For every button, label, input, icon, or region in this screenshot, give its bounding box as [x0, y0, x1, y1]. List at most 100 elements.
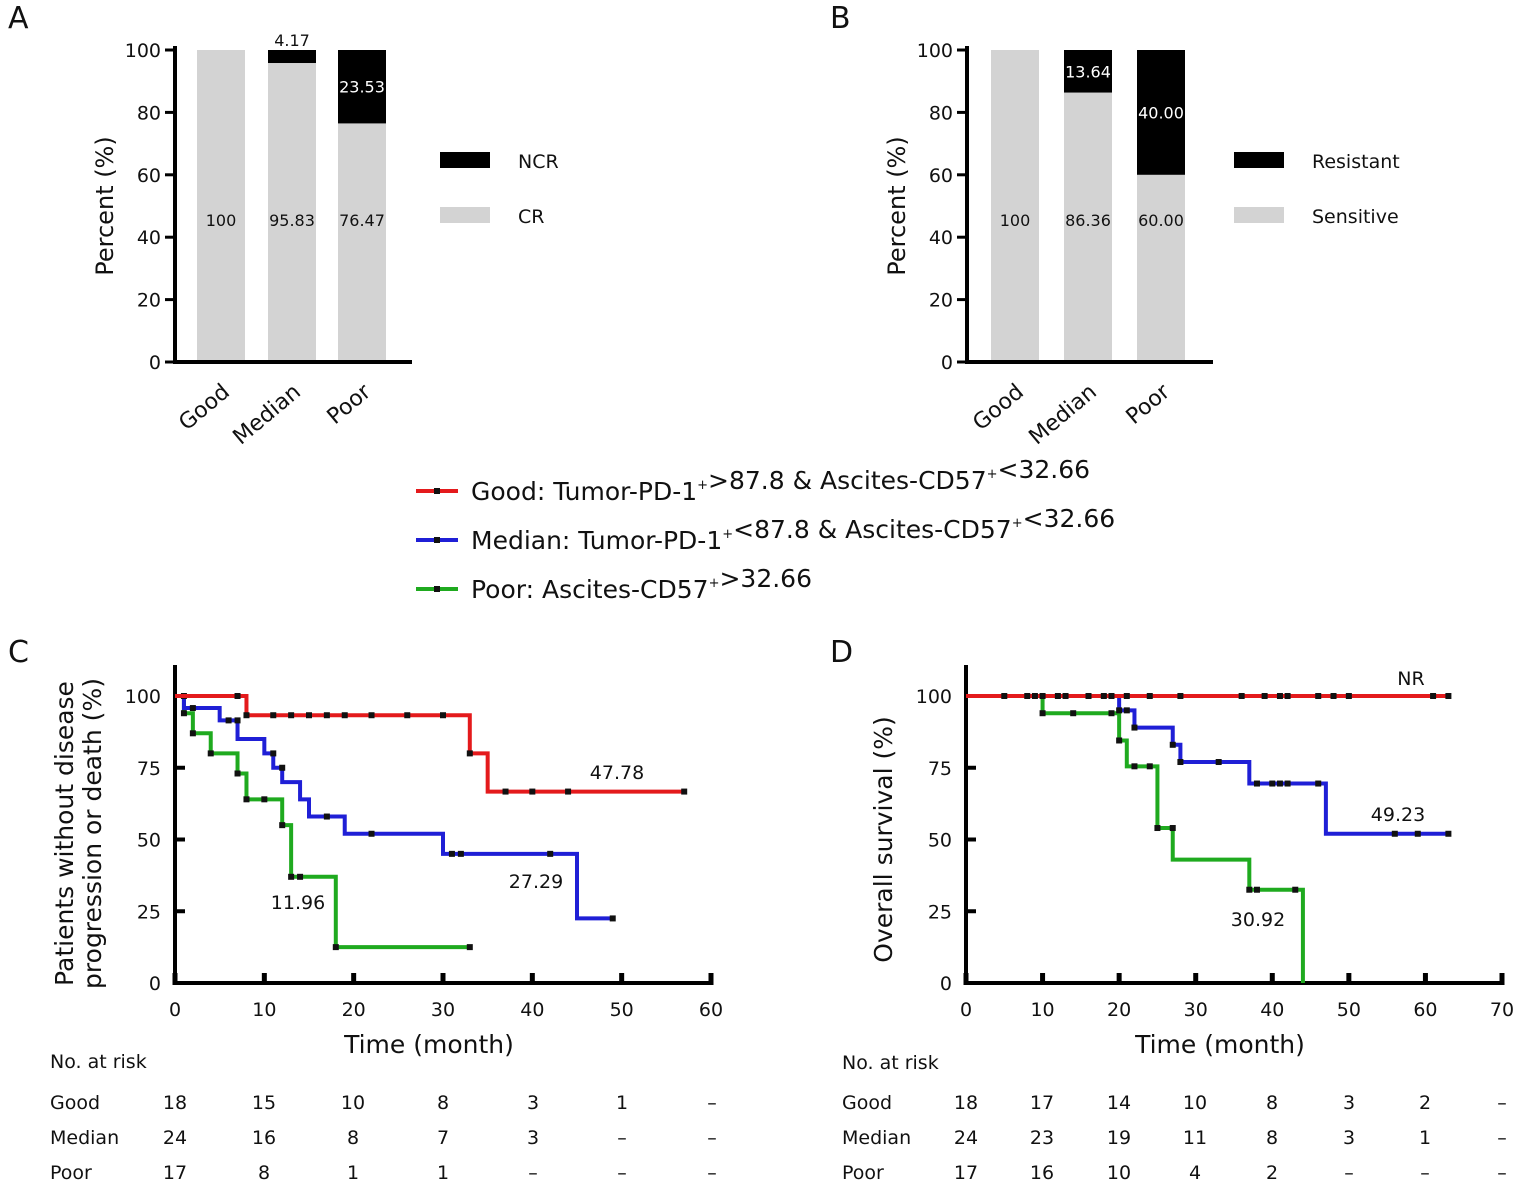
censor-mark-poor — [279, 822, 286, 829]
censor-mark-good — [1062, 693, 1069, 699]
censor-mark-median — [1414, 830, 1421, 837]
data-label-resistant-median: 13.64 — [1065, 62, 1111, 81]
risk-table-cell-poor: 8 — [258, 1162, 270, 1181]
risk-table-cell-good: 8 — [1266, 1092, 1278, 1114]
risk-table-cell-poor: – — [1420, 1162, 1430, 1181]
censor-mark-poor — [261, 796, 268, 803]
data-label-cr-good: 100 — [206, 211, 237, 230]
censor-mark-poor — [1154, 825, 1161, 832]
censor-mark-good — [1031, 693, 1038, 699]
bar-cr-poor — [338, 123, 386, 362]
censor-mark-poor — [1108, 710, 1115, 717]
risk-table-label-good: Good — [50, 1092, 100, 1114]
y-axis-label: Percent (%) — [91, 136, 119, 275]
y-tick-label: 0 — [941, 352, 953, 374]
censor-mark-poor — [234, 770, 241, 777]
y-tick-label: 80 — [929, 102, 953, 124]
censor-mark-good — [404, 712, 411, 719]
risk-table-cell-good: 14 — [1107, 1092, 1131, 1114]
risk-table-cell-good: 15 — [252, 1092, 276, 1114]
risk-table-cell-median: 3 — [1343, 1127, 1355, 1149]
legend-label-sensitive: Sensitive — [1312, 206, 1399, 228]
censor-mark-median — [1391, 830, 1398, 837]
x-axis-label: Time (month) — [1134, 1030, 1305, 1059]
risk-table-cell-median: 23 — [1030, 1127, 1054, 1149]
x-tick-label-60: 60 — [1413, 999, 1437, 1021]
x-tick-label-70: 70 — [1490, 999, 1514, 1021]
bar-chart-b: 100 Good 86.36 13.64 Median 60.00 40.00 Poor 0 20… — [883, 40, 1400, 450]
censor-mark-poor — [1146, 763, 1153, 770]
censor-mark-median — [547, 850, 554, 857]
legend-text: >32.66 — [719, 564, 812, 593]
risk-table-cell-good: 1 — [616, 1092, 628, 1114]
bar-chart-a: 100 Good 95.83 4.17 Median 76.47 23.53 Poor 0 20 4… — [91, 31, 559, 450]
censor-mark-median — [1276, 780, 1283, 787]
legend-swatch-resistant — [1234, 152, 1284, 168]
data-label-ncr-median: 4.17 — [274, 31, 310, 50]
x-axis-label: Time (month) — [343, 1030, 514, 1059]
censor-mark-poor — [1131, 763, 1138, 770]
censor-mark-median — [234, 717, 241, 724]
censor-mark-good — [288, 712, 295, 719]
risk-table-cell-median: 7 — [437, 1127, 449, 1149]
censor-mark-poor — [1116, 737, 1123, 744]
censor-mark-poor — [297, 873, 304, 880]
group-legend: Good: Tumor-PD-1+>87.8 & Ascites-CD57+<3… — [416, 455, 1115, 604]
y-tick-label-100: 100 — [916, 686, 952, 708]
censor-mark-poor — [288, 873, 295, 880]
km-chart-d: 0 10 20 30 40 50 60 70 0 25 50 75 100 Time (month) Ove… — [842, 665, 1514, 1181]
x-tick-label-10: 10 — [1030, 999, 1054, 1021]
censor-mark-good — [1330, 693, 1337, 699]
risk-table-cell-median: 19 — [1107, 1127, 1131, 1149]
bar-resistant-median — [1064, 50, 1112, 93]
censor-mark-good — [1085, 693, 1092, 699]
y-tick-label: 20 — [137, 290, 161, 312]
data-label-resistant-poor: 40.00 — [1138, 103, 1184, 122]
censor-mark-good — [323, 712, 330, 719]
median-label-poor: 11.96 — [271, 892, 325, 914]
censor-mark-good — [234, 693, 241, 699]
legend-text: Median: Tumor-PD-1 — [471, 526, 722, 555]
x-tick-label-30: 30 — [1184, 999, 1208, 1021]
y-tick-label: 60 — [929, 165, 953, 187]
legend-text: Good: Tumor-PD-1 — [471, 477, 697, 506]
risk-table-cell-good: 3 — [527, 1092, 539, 1114]
risk-table-cell-poor: 10 — [1107, 1162, 1131, 1181]
y-tick-label: 80 — [137, 102, 161, 124]
x-tick-label-0: 0 — [169, 999, 181, 1021]
bar-sensitive-poor — [1137, 174, 1185, 362]
censor-mark-good — [270, 712, 277, 719]
median-label-good: NR — [1397, 668, 1424, 690]
x-tick-label-40: 40 — [520, 999, 544, 1021]
censor-mark-median — [1116, 707, 1123, 714]
risk-table-cell-median: – — [1497, 1127, 1507, 1149]
km-line-median — [175, 694, 613, 921]
data-label-cr-median: 95.83 — [269, 211, 315, 230]
legend-superscript: + — [987, 467, 998, 482]
risk-table-cell-poor: 4 — [1189, 1162, 1201, 1181]
risk-table-cell-good: 2 — [1419, 1092, 1431, 1114]
x-tick-label-20: 20 — [1107, 999, 1131, 1021]
risk-table-cell-median: 11 — [1183, 1127, 1207, 1149]
risk-table-cell-median: 8 — [1266, 1127, 1278, 1149]
censor-mark-median — [1169, 741, 1176, 748]
legend-superscript: + — [722, 527, 733, 542]
censor-mark-good — [1054, 693, 1061, 699]
legend-label-median: Median: Tumor-PD-1+<87.8 & Ascites-CD57+… — [471, 504, 1115, 555]
legend-text: <87.8 & Ascites-CD57 — [733, 515, 1012, 544]
censor-mark-good — [529, 788, 536, 795]
legend-label-ncr: NCR — [518, 151, 559, 173]
risk-table-cell-good: – — [707, 1092, 717, 1114]
risk-table-cell-poor: 17 — [163, 1162, 187, 1181]
legend-label-cr: CR — [518, 206, 544, 228]
censor-mark-median — [1177, 759, 1184, 766]
censor-mark-median — [1284, 780, 1291, 787]
y-tick-label-50: 50 — [928, 830, 952, 852]
censor-mark-median — [448, 850, 455, 857]
x-tick-label-60: 60 — [699, 999, 723, 1021]
median-label-good: 47.78 — [590, 762, 644, 784]
data-label-sensitive-poor: 60.00 — [1138, 211, 1184, 230]
x-tick-label-poor: Poor — [1122, 379, 1176, 430]
censor-mark-median — [323, 813, 330, 820]
